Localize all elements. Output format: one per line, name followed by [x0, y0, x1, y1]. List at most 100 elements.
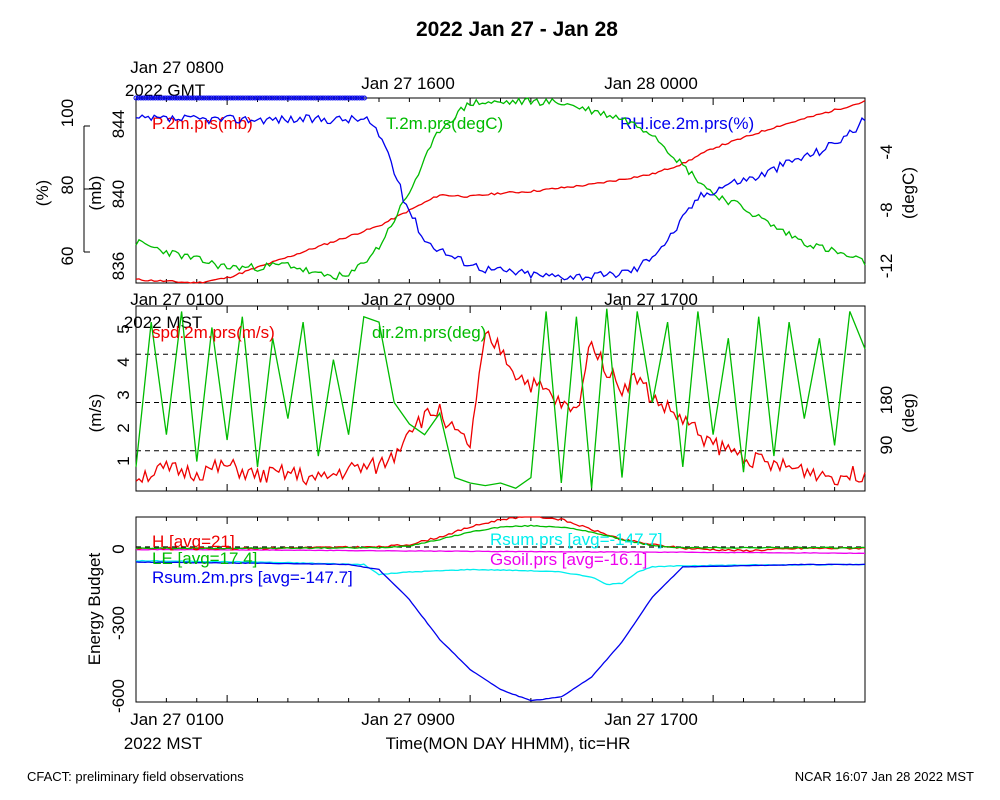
bottom-axis-label-1: Jan 27 0100: [130, 710, 224, 729]
rh-saturation-marker: [303, 95, 309, 101]
bottom-axis-label-3: Jan 27 1700: [604, 710, 698, 729]
rh-saturation-marker: [150, 95, 156, 101]
rh-saturation-marker: [201, 95, 207, 101]
rh-saturation-marker: [279, 95, 285, 101]
rh-saturation-marker: [172, 95, 178, 101]
rh-saturation-marker: [138, 95, 144, 101]
rh-saturation-marker: [289, 95, 294, 101]
rh-saturation-marker: [262, 95, 268, 101]
rh-saturation-marker: [191, 95, 197, 101]
rh-saturation-marker: [230, 95, 236, 101]
rh-saturation-marker: [286, 95, 292, 101]
rh-saturation-marker: [359, 95, 365, 101]
rh-saturation-marker: [264, 95, 270, 101]
sensible-heat-line: [135, 516, 866, 553]
rh-saturation-marker: [206, 95, 212, 101]
panel-2-dir-tick-90: 90: [877, 436, 896, 455]
panel-2-speed-tick-4: 4: [114, 357, 133, 366]
rh-saturation-marker: [238, 95, 243, 101]
rh-saturation-marker: [179, 95, 185, 101]
rh-saturation-marker: [308, 95, 314, 101]
bottom-axis-year: 2022 MST: [124, 734, 202, 753]
rh-saturation-marker: [325, 95, 331, 101]
rh-saturation-marker: [155, 95, 161, 101]
rh-saturation-marker: [344, 95, 350, 101]
rh-saturation-marker: [272, 95, 277, 101]
rh-saturation-marker: [318, 95, 324, 101]
panel-1-rh-axis-title: (%): [33, 180, 52, 206]
panel-1-pressure-axis-title: (mb): [86, 176, 105, 211]
panel-2-speed-tick-1: 1: [114, 456, 133, 465]
rh-saturation-marker: [296, 95, 302, 101]
legend-h: H [avg=21]: [152, 532, 235, 551]
panel-1-temp-axis-title: (degC): [899, 167, 918, 219]
rh-ice-line: [135, 114, 866, 282]
rh-saturation-marker: [284, 95, 290, 101]
rh-saturation-marker: [196, 95, 202, 101]
rh-saturation-marker: [269, 95, 275, 101]
top-axis-label-1: Jan 27 0800: [130, 58, 224, 77]
rh-saturation-marker: [162, 95, 168, 101]
panel-3-tick-0: 0: [109, 544, 128, 553]
chart-title: 2022 Jan 27 - Jan 28: [416, 18, 618, 41]
rh-saturation-marker: [245, 95, 251, 101]
rh-saturation-marker: [335, 95, 341, 101]
rh-saturation-marker: [257, 95, 263, 101]
rh-saturation-marker: [347, 95, 353, 101]
rh-saturation-marker: [323, 95, 328, 101]
rh-saturation-marker: [357, 95, 363, 101]
top-axis-year: 2022 GMT: [125, 81, 205, 100]
panel-2-time-label-1: Jan 27 0100: [130, 290, 224, 309]
rh-saturation-marker: [235, 95, 241, 101]
top-axis-label-3: Jan 28 0000: [604, 74, 698, 93]
rh-saturation-marker: [165, 95, 171, 101]
panel-1-rh-tick-60: 60: [58, 247, 77, 266]
rh-saturation-marker: [330, 95, 336, 101]
rh-saturation-marker: [140, 95, 146, 101]
rh-saturation-marker: [152, 95, 158, 101]
rh-saturation-marker: [291, 95, 297, 101]
rh-saturation-marker: [276, 95, 282, 101]
bottom-axis-label-2: Jan 27 0900: [361, 710, 455, 729]
rh-saturation-marker: [247, 95, 253, 101]
rh-saturation-marker: [167, 95, 173, 101]
rh-saturation-marker: [310, 95, 316, 101]
panel-2-speed-tick-3: 3: [114, 390, 133, 399]
panel-1-pressure-tick-836: 836: [109, 252, 128, 280]
legend-pressure: P.2m.prs(mb): [152, 114, 253, 133]
rh-saturation-marker: [250, 95, 256, 101]
rh-saturation-marker: [298, 95, 304, 101]
panel-1-pressure-tick-844: 844: [109, 110, 128, 138]
rh-saturation-marker: [145, 95, 151, 101]
rh-saturation-marker: [313, 95, 319, 101]
rh-saturation-marker: [267, 95, 273, 101]
pressure-line: [135, 100, 866, 284]
panel-2-speed-tick-2: 2: [114, 423, 133, 432]
rh-saturation-marker: [199, 95, 205, 101]
temperature-line: [135, 97, 866, 281]
panel-1-rh-tick-100: 100: [58, 99, 77, 127]
rh-saturation-marker: [255, 95, 260, 101]
legend-temperature: T.2m.prs(degC): [386, 114, 503, 133]
top-axis-label-2: Jan 27 1600: [361, 74, 455, 93]
rh-saturation-marker: [274, 95, 280, 101]
rh-saturation-marker: [361, 95, 367, 101]
bottom-axis-title: Time(MON DAY HHMM), tic=HR: [386, 734, 631, 753]
rh-saturation-marker: [133, 95, 139, 101]
rh-saturation-marker: [182, 95, 188, 101]
panel-2-dir-axis-title: (deg): [899, 393, 918, 433]
rh-saturation-marker: [233, 95, 239, 101]
rh-saturation-marker: [354, 95, 360, 101]
rh-saturation-marker: [160, 95, 166, 101]
rh-saturation-marker: [281, 95, 287, 101]
rh-saturation-marker: [352, 95, 358, 101]
rh-saturation-marker: [218, 95, 224, 101]
legend-gsoil: Gsoil.prs [avg=-16.1]: [490, 550, 647, 569]
rh-saturation-marker: [259, 95, 265, 101]
legend-rsum-2m: Rsum.2m.prs [avg=-147.7]: [152, 568, 353, 587]
panel-1-temp-tick-minus12: -12: [877, 254, 896, 279]
rh-saturation-marker: [194, 95, 200, 101]
footer-right: NCAR 16:07 Jan 28 2022 MST: [795, 769, 974, 784]
panel-1-pressure-tick-840: 840: [109, 180, 128, 208]
panel-1-temp-tick-minus8: -8: [877, 202, 896, 217]
